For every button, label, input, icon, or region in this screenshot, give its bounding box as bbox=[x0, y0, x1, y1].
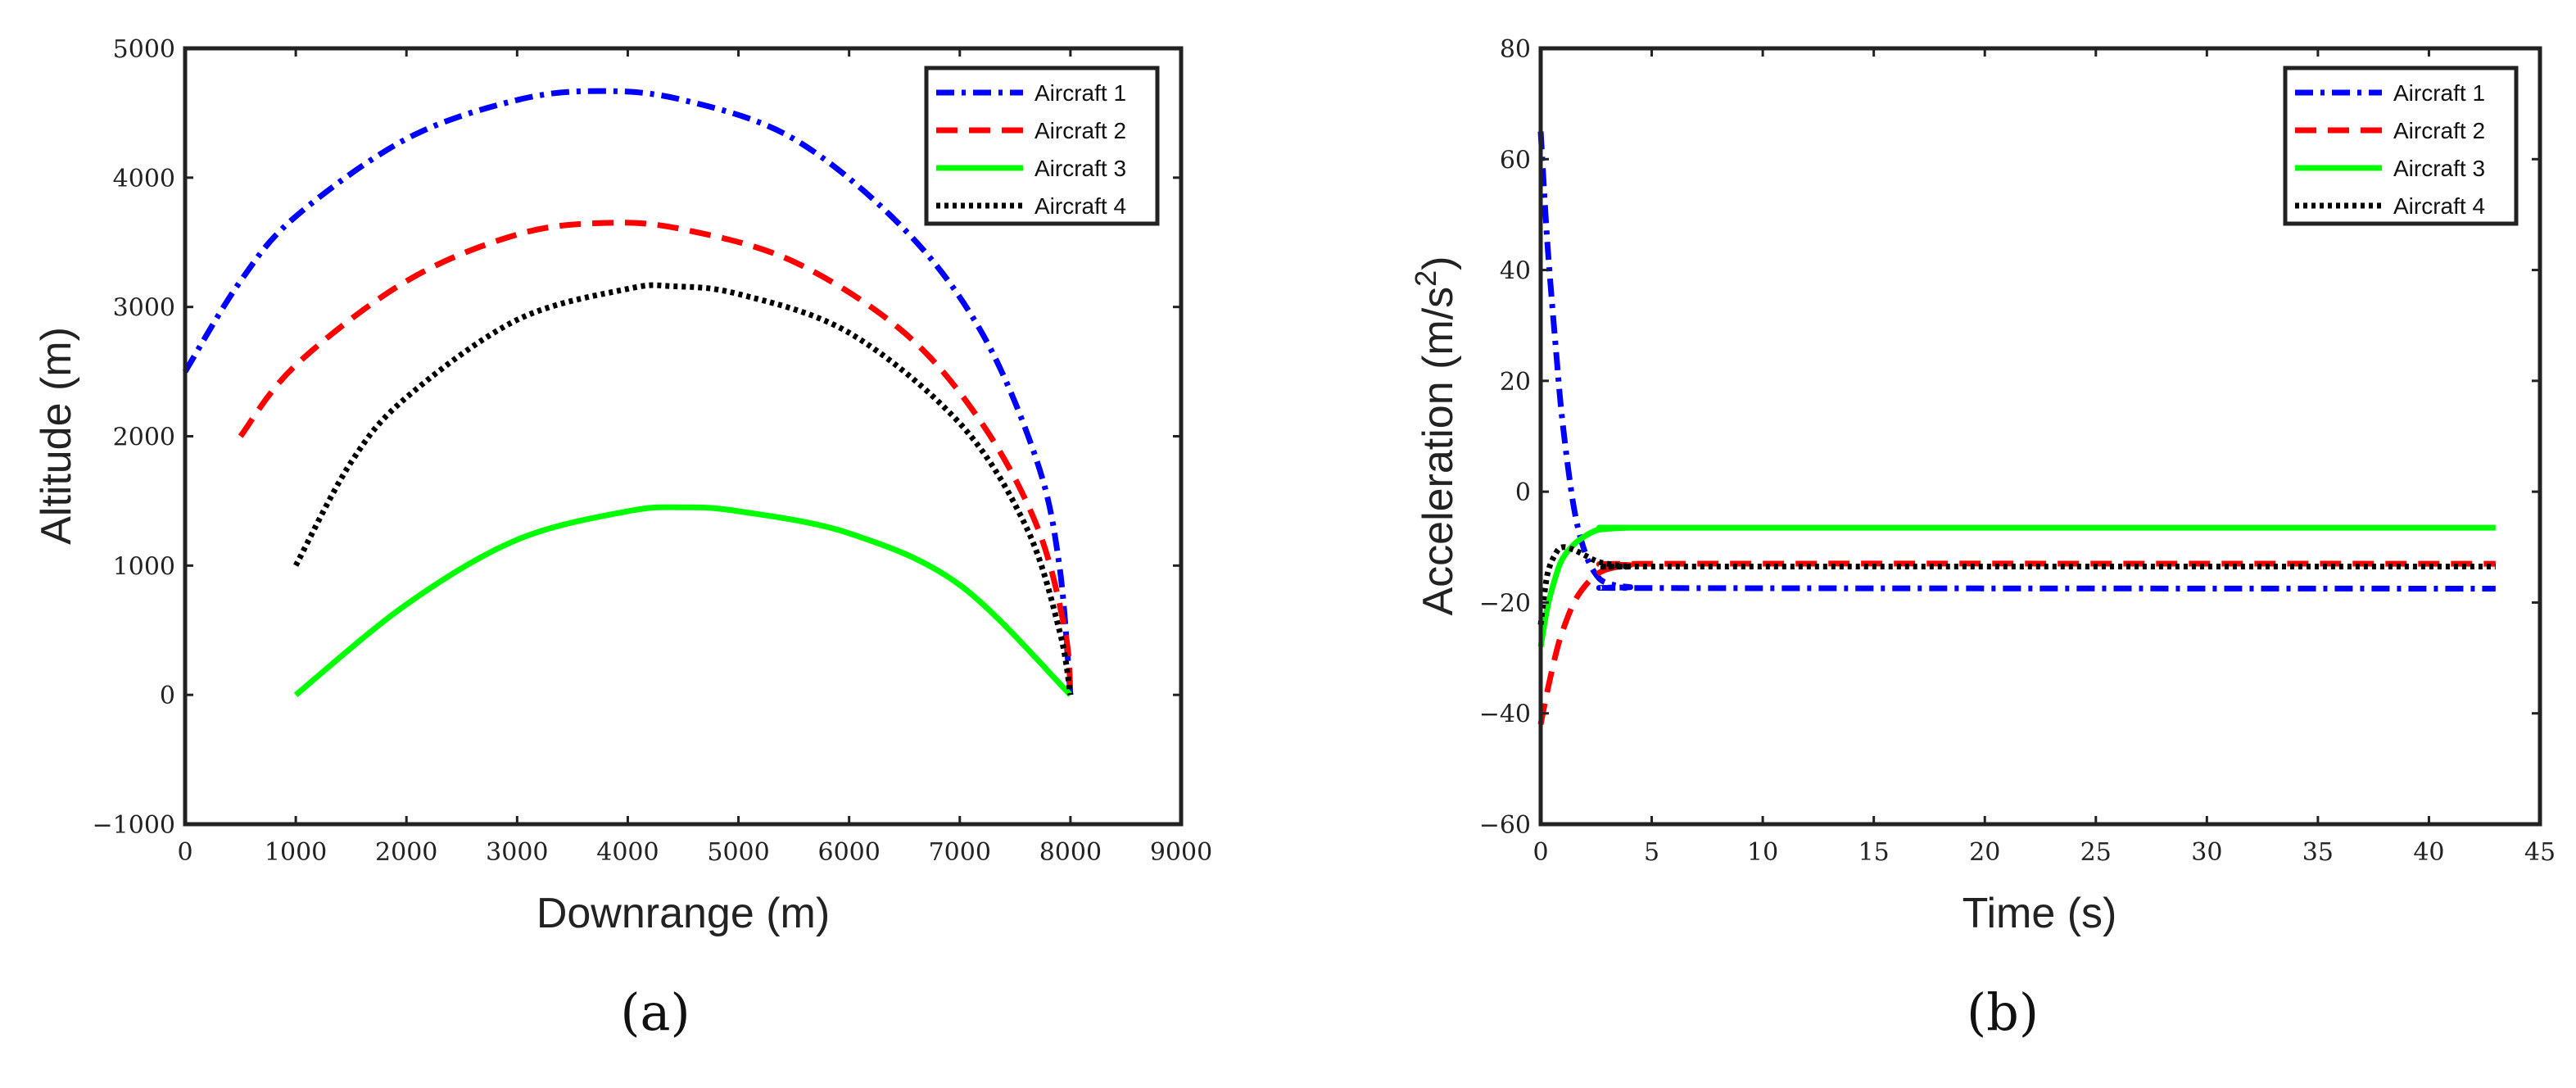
chart-a-xtick-label: 7000 bbox=[929, 838, 991, 867]
chart-b-xtick-label: 0 bbox=[1532, 838, 1548, 867]
chart-a-xtick-label: 2000 bbox=[375, 838, 437, 867]
chart-b-axes-box bbox=[1538, 46, 2542, 827]
chart-b-ylabel: Acceleration (m/s2) bbox=[1409, 256, 1462, 615]
chart-b-ylabel-close: ) bbox=[1415, 256, 1462, 270]
chart-b-ytick-label: 80 bbox=[1500, 35, 1531, 64]
chart-a-ytick-label: 2000 bbox=[113, 424, 175, 452]
chart-a-legend-label-2: Aircraft 2 bbox=[1034, 118, 1126, 143]
chart-a: 0 1000 2000 3000 4000 5000 6000 7000 8000 9000 −10… bbox=[33, 35, 1212, 1042]
chart-b-ticks: 0 5 10 15 20 25 30 35 40 45 −60 −40 −20 0 20 40 60 80 bbox=[1479, 35, 2556, 867]
chart-a-xtick-label: 5000 bbox=[707, 838, 769, 867]
chart-a-xlabel: Downrange (m) bbox=[536, 890, 830, 937]
chart-a-xtick-label: 0 bbox=[177, 838, 192, 867]
chart-b-ylabel-main: Acceleration (m/s bbox=[1415, 287, 1462, 616]
chart-a-ytick-label: 5000 bbox=[113, 35, 175, 64]
chart-a-ytick-label: −1000 bbox=[93, 811, 175, 840]
chart-b-legend-label-2: Aircraft 2 bbox=[2393, 118, 2485, 143]
chart-b-xlabel: Time (s) bbox=[1963, 890, 2117, 937]
chart-b-ytick-label: −40 bbox=[1479, 700, 1531, 729]
chart-a-panel-label: (a) bbox=[620, 982, 690, 1042]
chart-b-panel-label: (b) bbox=[1967, 982, 2039, 1042]
chart-b-ytick-label: 0 bbox=[1515, 478, 1531, 507]
chart-b-xtick-label: 20 bbox=[1969, 838, 2000, 867]
chart-a-xtick-label: 8000 bbox=[1039, 838, 1102, 867]
chart-a-xtick-label: 9000 bbox=[1150, 838, 1212, 867]
chart-a-xtick-label: 4000 bbox=[596, 838, 659, 867]
chart-b-legend-label-3: Aircraft 3 bbox=[2393, 156, 2485, 181]
chart-b-legend-label-4: Aircraft 4 bbox=[2393, 193, 2485, 219]
chart-a-xtick-label: 3000 bbox=[486, 838, 548, 867]
chart-b-ytick-label: 20 bbox=[1500, 368, 1531, 397]
chart-b-series-line-2 bbox=[1537, 560, 2496, 725]
chart-b-ytick-label: −60 bbox=[1479, 811, 1531, 840]
chart-a-legend: Aircraft 1 Aircraft 2 Aircraft 3 Aircraft 4 bbox=[924, 66, 1160, 226]
chart-a-ytick-label: 4000 bbox=[113, 165, 175, 193]
chart-b-xtick-label: 5 bbox=[1644, 838, 1659, 867]
chart-a-series-line-3 bbox=[293, 504, 1073, 697]
chart-a-ticks: 0 1000 2000 3000 4000 5000 6000 7000 8000 9000 −10… bbox=[93, 35, 1213, 867]
chart-b-series-line-1 bbox=[1537, 131, 2496, 592]
chart-b-ytick-label: 60 bbox=[1500, 146, 1531, 175]
chart-a-legend-label-1: Aircraft 1 bbox=[1034, 80, 1126, 106]
chart-b: 0 5 10 15 20 25 30 35 40 45 −60 −40 −20 0 20 40 60 80 Air… bbox=[1409, 35, 2556, 1042]
chart-a-xtick-label: 6000 bbox=[817, 838, 880, 867]
chart-b-series-line-3 bbox=[1537, 524, 2496, 648]
chart-b-series bbox=[1537, 131, 2496, 725]
chart-b-legend: Aircraft 1 Aircraft 2 Aircraft 3 Aircraft 4 bbox=[2283, 66, 2519, 226]
chart-b-xtick-label: 15 bbox=[1858, 838, 1890, 867]
chart-a-series-line-4 bbox=[293, 282, 1074, 696]
chart-b-xtick-label: 40 bbox=[2413, 838, 2444, 867]
chart-b-xtick-label: 30 bbox=[2191, 838, 2222, 867]
chart-a-series-line-1 bbox=[183, 88, 1074, 696]
chart-b-series-line-4 bbox=[1537, 544, 2496, 625]
chart-a-ylabel: Altitude (m) bbox=[33, 327, 80, 545]
chart-b-legend-label-1: Aircraft 1 bbox=[2393, 80, 2485, 106]
chart-a-legend-label-3: Aircraft 3 bbox=[1034, 156, 1126, 181]
chart-a-xtick-label: 1000 bbox=[265, 838, 327, 867]
chart-b-ytick-label: 40 bbox=[1500, 257, 1531, 286]
chart-b-xtick-label: 10 bbox=[1747, 838, 1778, 867]
chart-a-legend-label-4: Aircraft 4 bbox=[1034, 193, 1126, 219]
chart-a-ytick-label: 0 bbox=[160, 682, 175, 710]
chart-b-xtick-label: 45 bbox=[2524, 838, 2556, 867]
chart-a-series-line-2 bbox=[238, 220, 1074, 696]
chart-b-xtick-label: 35 bbox=[2302, 838, 2334, 867]
chart-b-xtick-label: 25 bbox=[2080, 838, 2112, 867]
chart-b-ytick-label: −20 bbox=[1479, 589, 1531, 618]
chart-a-ytick-label: 3000 bbox=[113, 294, 175, 323]
chart-b-ylabel-exponent: 2 bbox=[1409, 270, 1442, 287]
chart-a-ytick-label: 1000 bbox=[113, 552, 175, 581]
chart-a-series bbox=[183, 88, 1074, 697]
